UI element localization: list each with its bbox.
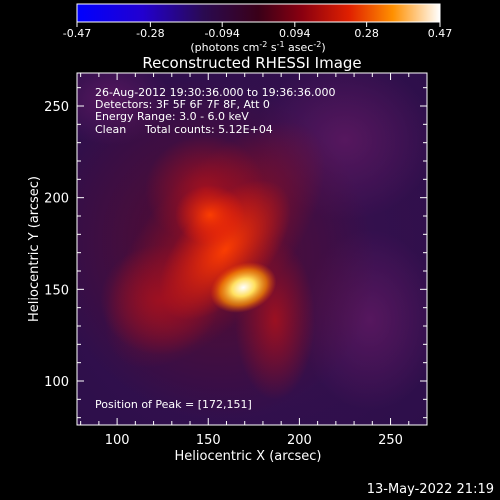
- x-tick-label: 100: [105, 433, 130, 448]
- x-tick-labels: 100 150 200 250: [105, 433, 403, 448]
- colorbar-unit-label: (photons cm-2 s-1 asec-2): [190, 40, 325, 55]
- colorbar-tick-label: 0.094: [279, 27, 311, 40]
- x-tick-label: 250: [378, 433, 403, 448]
- y-tick-label: 250: [44, 100, 69, 115]
- colorbar-tick-label: -0.094: [204, 27, 239, 40]
- y-tick-label: 100: [44, 375, 69, 390]
- colorbar-tick-label: 0.28: [354, 27, 379, 40]
- y-tick-label: 200: [44, 192, 69, 207]
- x-tick-label: 200: [287, 433, 312, 448]
- heatmap-image: [77, 73, 427, 425]
- annotation-time-range: 26-Aug-2012 19:30:36.000 to 19:36:36.000: [95, 86, 336, 99]
- colorbar-tick-label: 0.47: [428, 27, 453, 40]
- annotations: 26-Aug-2012 19:30:36.000 to 19:36:36.000…: [95, 86, 336, 411]
- annotation-total-counts: Total counts: 5.12E+04: [144, 123, 273, 136]
- colorbar-tick-label: -0.28: [136, 27, 164, 40]
- axis-ticks: [77, 73, 428, 425]
- x-tick-label: 150: [196, 433, 221, 448]
- annotation-detectors: Detectors: 3F 5F 6F 7F 8F, Att 0: [95, 98, 270, 111]
- annotation-peak-position: Position of Peak = [172,151]: [95, 398, 252, 411]
- colorbar-frame: [76, 3, 441, 23]
- footer-date: 13-May-2022 21:19: [367, 482, 494, 497]
- chart-title: Reconstructed RHESSI Image: [142, 54, 361, 72]
- y-tick-label: 150: [44, 283, 69, 298]
- y-axis-label: Heliocentric Y (arcsec): [27, 176, 42, 322]
- colorbar-gradient: [77, 4, 440, 22]
- annotation-clean: Clean: [95, 123, 126, 136]
- annotation-energy: Energy Range: 3.0 - 6.0 keV: [95, 110, 249, 123]
- peak-spot: [210, 262, 277, 313]
- colorbar-ticks: [76, 3, 441, 27]
- x-axis-label: Heliocentric X (arcsec): [175, 449, 322, 464]
- colorbar-tick-label: -0.47: [63, 27, 91, 40]
- plot-frame: [76, 72, 428, 426]
- colorbar: -0.47 -0.28 -0.094 0.094 0.28 0.47 (photons c…: [63, 3, 452, 55]
- colorbar-tick-labels: -0.47 -0.28 -0.094 0.094 0.28 0.47: [63, 27, 452, 40]
- y-tick-labels: 100 150 200 250: [44, 100, 69, 390]
